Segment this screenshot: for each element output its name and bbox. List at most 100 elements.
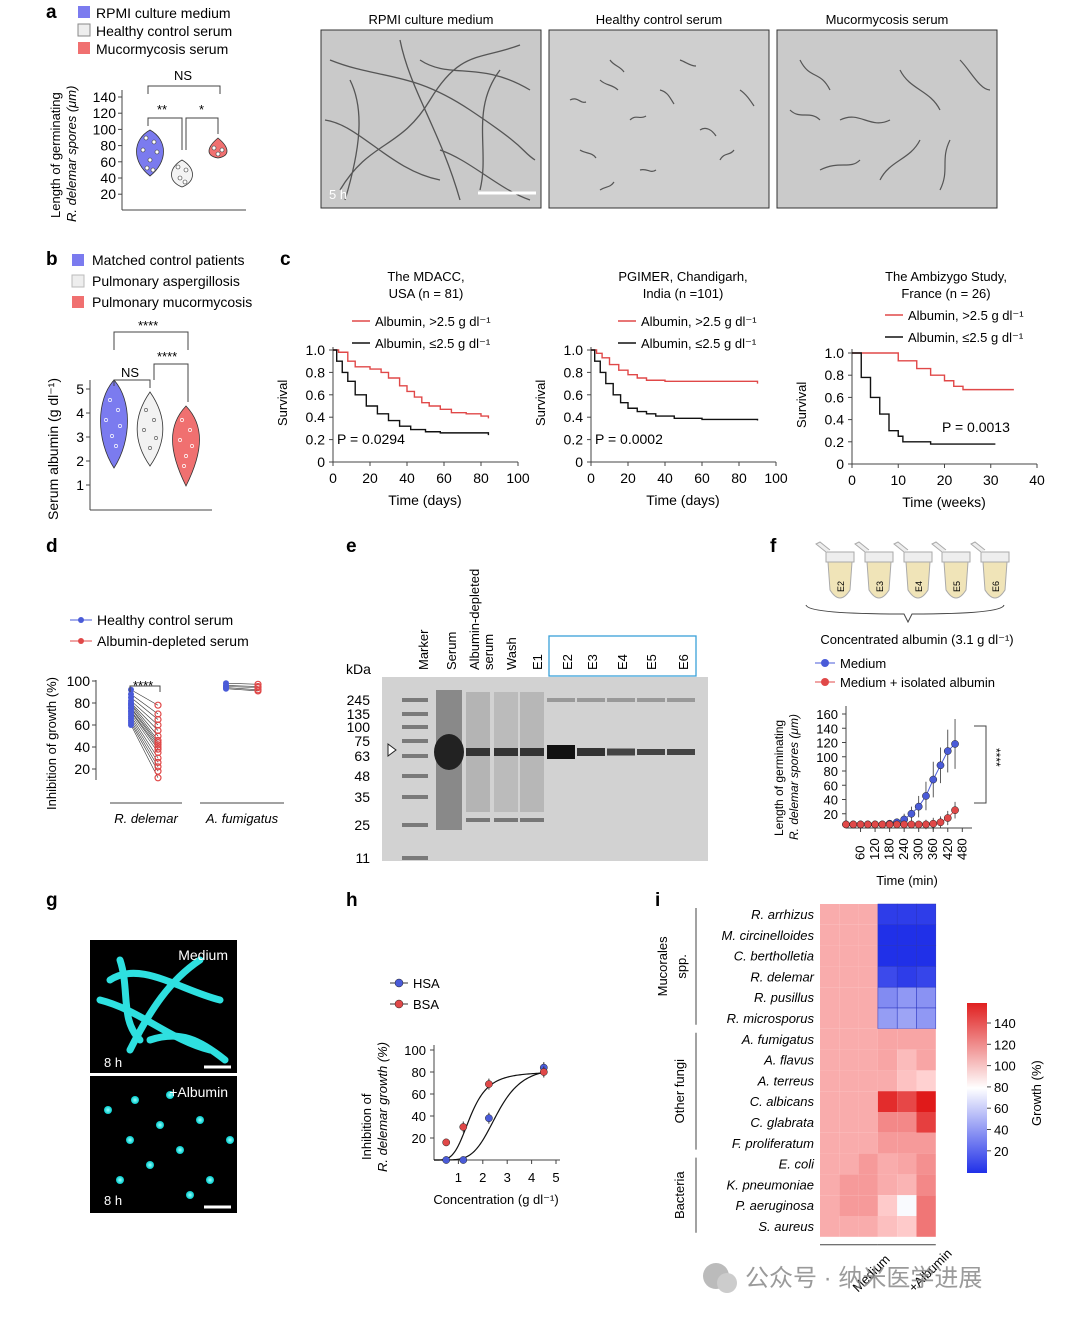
row-label: R. microsporus xyxy=(727,1011,815,1026)
y-tick-label: 20 xyxy=(100,186,116,202)
legend-marker xyxy=(821,659,829,667)
heatmap-cell xyxy=(839,1195,859,1216)
heatmap-cell xyxy=(839,924,859,946)
albumin-band xyxy=(494,748,518,756)
elution-band xyxy=(547,745,575,759)
group-label: Bacteria xyxy=(672,1171,687,1219)
y-tick-label: 80 xyxy=(74,695,90,711)
series-line-medium xyxy=(846,743,956,825)
heatmap-cell xyxy=(820,1008,840,1029)
heatmap-cell xyxy=(877,1153,898,1175)
heatmap-cell xyxy=(897,1195,917,1216)
lane-label: serum xyxy=(481,634,496,670)
p-value: P = 0.0002 xyxy=(595,431,663,447)
heatmap-cell xyxy=(916,1091,936,1112)
x-axis-label: Time (min) xyxy=(876,873,938,888)
y-tick-label: 2 xyxy=(76,453,84,469)
point-albumin xyxy=(856,820,865,829)
ladder-band xyxy=(402,725,428,729)
tube-lid xyxy=(893,541,909,553)
panel-g: g Medium +Albumin 8 h 8 h xyxy=(46,890,237,1213)
km-curve-low xyxy=(852,352,996,445)
panel-c: c The MDACC, USA (n = 81) Albumin, >2.5 g … xyxy=(275,249,1045,510)
heatmap-cell xyxy=(858,1132,878,1154)
heatmap-cell xyxy=(877,1070,898,1092)
km-plots: The MDACC, USA (n = 81) Albumin, >2.5 g dl… xyxy=(275,269,1045,510)
x-tick-label: 60 xyxy=(694,470,710,486)
pair-line xyxy=(130,720,159,767)
sig-label: NS xyxy=(121,365,139,380)
panel-d: d Healthy control serum Albumin-depleted… xyxy=(44,536,284,826)
x-tick-label: 0 xyxy=(329,470,337,486)
pair-line xyxy=(130,722,159,772)
study-title: The Ambizygo Study, xyxy=(885,269,1007,284)
pair-line xyxy=(130,703,159,737)
y-axis-label: Length of germinating xyxy=(48,92,63,218)
violin-aspergillosis xyxy=(136,391,164,467)
pair-line xyxy=(130,716,159,759)
y-ticks: 5 4 3 2 1 xyxy=(76,381,90,493)
heatmap-cell xyxy=(839,1112,859,1133)
heatmap-cell xyxy=(916,966,937,988)
minor-band xyxy=(520,818,544,822)
sig-label: **** xyxy=(989,748,1003,767)
legend-label: HSA xyxy=(413,976,440,991)
pair-line xyxy=(130,718,159,763)
x-tick-label: 30 xyxy=(983,472,999,488)
km-curve-low xyxy=(333,349,490,436)
heatmap-cell xyxy=(858,1216,878,1237)
heatmap-cell xyxy=(877,1112,898,1133)
y-tick-label: 100 xyxy=(404,1043,426,1058)
row-label: M. circinelloides xyxy=(722,928,815,943)
heatmap-cell xyxy=(916,1007,937,1030)
tube-lid xyxy=(854,541,870,553)
point-depleted xyxy=(154,763,162,771)
growth-series xyxy=(842,718,959,830)
y-axis-label: R. delemar growth (%) xyxy=(375,1042,390,1172)
point-albumin xyxy=(943,814,952,822)
sig-bracket xyxy=(185,117,219,150)
panel-label-g: g xyxy=(46,890,58,911)
pair-line xyxy=(130,711,159,750)
legend-label: Albumin-depleted serum xyxy=(97,633,249,649)
heatmap-cell xyxy=(916,1195,936,1216)
x-tick-label: 360 xyxy=(925,838,940,860)
y-tick-label: 0.4 xyxy=(306,409,326,425)
tube-label: E3 xyxy=(875,581,885,592)
panel-label-c: c xyxy=(280,249,291,270)
legend-label: Healthy control serum xyxy=(97,612,233,628)
heatmap-cell xyxy=(839,904,859,925)
heatmap-cell xyxy=(820,1049,840,1071)
km-curve-high xyxy=(591,349,759,384)
legend-marker xyxy=(78,638,84,644)
row-label: F. proliferatum xyxy=(732,1136,814,1151)
y-tick-label: 0.2 xyxy=(564,432,584,448)
lane-label: E4 xyxy=(615,654,630,670)
y-tick-label: 1 xyxy=(76,477,84,493)
panel-i: i R. arrhizus M. circinelloides C. berthol… xyxy=(655,890,1044,1295)
heatmap-cell xyxy=(820,945,840,967)
elution-band xyxy=(667,749,695,755)
row-label: C. albicans xyxy=(750,1094,815,1109)
colorbar-tick-label: 80 xyxy=(994,1080,1008,1095)
violin-points xyxy=(142,408,158,450)
legend-label: Matched control patients xyxy=(92,252,245,268)
y-tick-label: 40 xyxy=(412,1109,426,1124)
elution-band xyxy=(637,749,665,755)
tube-cap xyxy=(980,551,1010,563)
row-label: A. fumigatus xyxy=(741,1032,815,1047)
tube xyxy=(905,561,931,599)
wechat-icon xyxy=(717,1273,737,1293)
pair-line xyxy=(130,707,159,743)
row-label: K. pneumoniae xyxy=(727,1177,814,1192)
violin-mucor xyxy=(208,137,228,159)
data-point xyxy=(485,1114,493,1123)
heatmap-cell xyxy=(820,924,840,946)
heatmap-cell xyxy=(897,1216,917,1237)
y-tick-label: 80 xyxy=(824,764,838,779)
group-label: spp. xyxy=(674,954,689,979)
sig-bracket xyxy=(153,363,189,402)
legend-swatch xyxy=(78,42,90,54)
point-albumin xyxy=(936,818,945,827)
